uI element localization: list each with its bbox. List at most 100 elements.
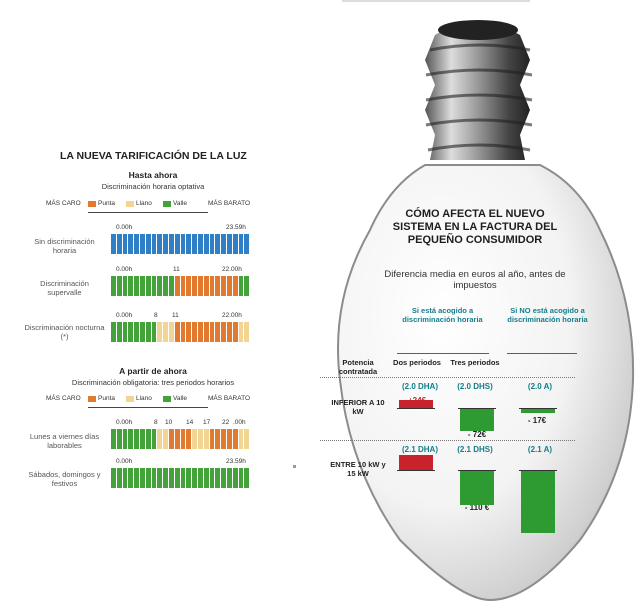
row-label-sin: Sin discriminación horaria <box>34 237 95 255</box>
swatch-punta <box>88 201 96 207</box>
hour-cell <box>122 429 128 449</box>
hour-cell <box>111 276 116 296</box>
timeline-bar-festivos <box>111 468 250 488</box>
tick-label: 0.00h <box>116 266 133 273</box>
hour-cell <box>157 429 163 449</box>
hour-cell <box>215 276 221 296</box>
hour-cell <box>174 429 180 449</box>
hour-cell <box>122 234 128 254</box>
hour-cell <box>203 234 209 254</box>
swatch-valle <box>163 201 171 207</box>
hour-cell <box>116 468 122 488</box>
hour-cell <box>221 234 226 254</box>
row-label-festivos: Sábados, domingos y festivos <box>28 470 101 488</box>
hour-cell <box>192 234 197 254</box>
hour-cell <box>232 234 238 254</box>
tick-label: 23.59h <box>226 458 246 465</box>
hour-cell <box>134 234 139 254</box>
hour-cell <box>186 468 192 488</box>
row-label-nocturna: Discriminación nocturna (*) <box>24 323 105 341</box>
infographic-title: LA NUEVA TARIFICACIÓN DE LA LUZ <box>60 150 247 162</box>
tariff-code: (2.0 DHS) <box>457 382 493 391</box>
hour-cell <box>174 276 180 296</box>
tariff-code: (2.1 DHS) <box>457 445 493 454</box>
hour-cell <box>244 468 250 488</box>
hour-cell <box>226 276 232 296</box>
hour-cell <box>192 276 197 296</box>
hour-cell <box>186 429 192 449</box>
bulb-title: CÓMO AFECTA EL NUEVO SISTEMA EN LA FACTU… <box>392 208 558 246</box>
tick-label: 23.59h <box>226 224 246 231</box>
hour-cell <box>232 322 238 342</box>
hour-cell <box>145 234 151 254</box>
hour-cell <box>244 276 250 296</box>
row-label-entre: ENTRE 10 kW y 15 kW <box>330 460 386 478</box>
hour-cell <box>116 276 122 296</box>
legend-punta: Punta <box>98 200 115 207</box>
row-label-inferior: INFERIOR A 10 kW <box>331 398 385 416</box>
arrow-line <box>88 407 208 408</box>
swatch-punta <box>88 396 96 402</box>
hour-cell <box>111 234 116 254</box>
hour-cell <box>232 468 238 488</box>
tick-label: 11 <box>173 266 180 273</box>
hour-cell <box>151 276 157 296</box>
hour-cell <box>197 322 203 342</box>
hour-cell <box>168 322 174 342</box>
hour-cell <box>111 322 116 342</box>
decorative-dot <box>293 465 296 468</box>
hour-cell <box>197 468 203 488</box>
hour-cell <box>128 234 134 254</box>
hour-cell <box>168 429 174 449</box>
tres-periodos-header: Tres periodos <box>450 358 500 367</box>
hour-cell <box>226 429 232 449</box>
hour-cell <box>186 234 192 254</box>
potencia-header: Potencia contratada <box>338 358 378 376</box>
hour-cell <box>174 234 180 254</box>
tick-label: 0.00h <box>116 312 133 319</box>
hour-cell <box>122 468 128 488</box>
hour-cell <box>157 234 163 254</box>
tick-label: 0.00h <box>116 419 133 426</box>
dos-periodos-header: Dos periodos <box>393 358 441 367</box>
value-label: - 72€ <box>467 430 487 439</box>
hour-cell <box>128 468 134 488</box>
tariff-code: (2.1 A) <box>527 445 553 454</box>
section-subtitle-hasta: Discriminación horaria optativa <box>101 182 205 191</box>
hour-cell <box>180 429 186 449</box>
hour-cell <box>128 429 134 449</box>
hour-cell <box>226 468 232 488</box>
swatch-llano <box>126 201 134 207</box>
legend-mas-caro: MÁS CARO <box>46 200 81 207</box>
hour-cell <box>215 322 221 342</box>
hour-cell <box>215 429 221 449</box>
divider <box>507 353 577 354</box>
hour-cell <box>157 276 163 296</box>
divider <box>397 353 489 354</box>
value-label: +24€ <box>407 396 427 405</box>
legend-partir: MÁS CARO Punta Llano Valle MÁS BARATO <box>46 394 256 408</box>
hour-cell <box>215 234 221 254</box>
hour-cell <box>203 276 209 296</box>
hour-cell <box>163 429 168 449</box>
hour-cell <box>232 276 238 296</box>
dotted-divider <box>320 377 575 378</box>
legend-valle: Valle <box>173 395 187 402</box>
legend-llano: Llano <box>136 200 152 207</box>
hour-cell <box>209 429 215 449</box>
tick-label: 11 <box>172 312 179 319</box>
hour-cell <box>232 429 238 449</box>
hour-cell <box>192 429 197 449</box>
hour-cell <box>221 429 226 449</box>
tick-label: 0.00h <box>116 458 133 465</box>
hour-cell <box>151 468 157 488</box>
section-subtitle-partir: Discriminación obligatoria: tres periodo… <box>71 378 235 387</box>
tick-label: 22.00h <box>222 312 242 319</box>
hour-cell <box>209 322 215 342</box>
hour-cell <box>203 322 209 342</box>
hour-cell <box>111 429 116 449</box>
tick-label: 22 <box>222 419 230 426</box>
legend-hasta: MÁS CARO Punta Llano Valle MÁS BARATO <box>46 199 256 213</box>
hour-cell <box>174 322 180 342</box>
hour-cell <box>244 234 250 254</box>
